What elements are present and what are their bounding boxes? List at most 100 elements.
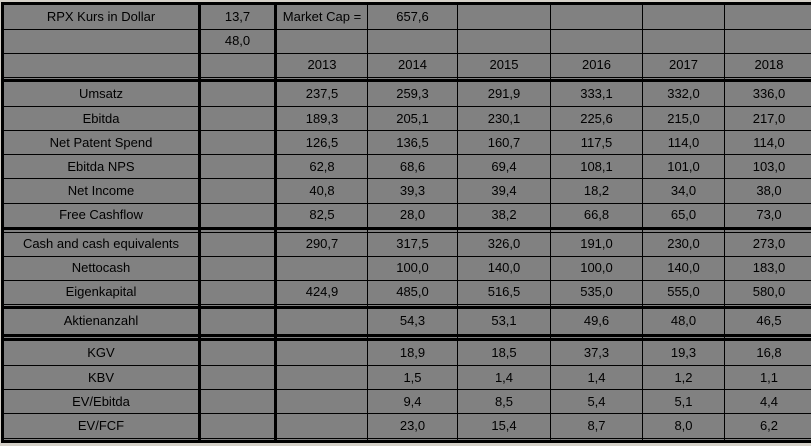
empty-cell[interactable]	[642, 3, 725, 30]
cell-kgv-2018[interactable]: 16,8	[724, 339, 811, 367]
empty-cell[interactable]	[199, 255, 277, 281]
cell-kbv-2016[interactable]: 1,4	[550, 365, 643, 391]
cell-nettocash-2017[interactable]: 140,0	[642, 255, 725, 281]
cell-kgv-2017[interactable]: 19,3	[642, 339, 725, 367]
empty-cell[interactable]	[275, 437, 368, 443]
year-header-2017[interactable]: 2017	[642, 52, 725, 79]
empty-cell[interactable]	[367, 437, 458, 443]
empty-cell[interactable]	[724, 303, 811, 310]
cell-eigenkapital-2017[interactable]: 555,0	[642, 279, 725, 305]
cell-aktienanzahl-2016[interactable]: 49,6	[550, 307, 643, 337]
empty-cell[interactable]	[199, 389, 277, 415]
empty-cell[interactable]	[199, 80, 277, 107]
market-cap-value-cell[interactable]: 657,6	[367, 3, 458, 30]
cell-umsatz-2013[interactable]: 237,5	[275, 80, 368, 107]
cell-cash-and-cash-equivalents-2017[interactable]: 230,0	[642, 231, 725, 257]
cell-ebitda-nps-2014[interactable]: 68,6	[367, 154, 458, 180]
row-label-kgv[interactable]: KGV	[2, 339, 201, 367]
rpx-alt-value-cell[interactable]: 48,0	[199, 28, 277, 54]
empty-cell[interactable]	[199, 279, 277, 305]
empty-cell[interactable]	[275, 365, 368, 391]
cell-ev-fcf-2015[interactable]: 15,4	[457, 413, 551, 439]
empty-cell[interactable]	[724, 437, 811, 443]
cell-ebitda-nps-2013[interactable]: 62,8	[275, 154, 368, 180]
cell-ev-fcf-2018[interactable]: 6,2	[724, 413, 811, 439]
empty-cell[interactable]	[724, 228, 811, 233]
cell-free-cashflow-2016[interactable]: 66,8	[550, 202, 643, 231]
empty-cell[interactable]	[199, 307, 277, 337]
empty-cell[interactable]	[457, 28, 551, 54]
cell-cash-and-cash-equivalents-2016[interactable]: 191,0	[550, 231, 643, 257]
cell-ev-ebitda-2015[interactable]: 8,5	[457, 389, 551, 415]
empty-cell[interactable]	[199, 154, 277, 180]
cell-net-patent-spend-2017[interactable]: 114,0	[642, 130, 725, 156]
year-header-2018[interactable]: 2018	[724, 52, 811, 79]
empty-cell[interactable]	[199, 52, 277, 79]
cell-cash-and-cash-equivalents-2014[interactable]: 317,5	[367, 231, 458, 257]
cell-aktienanzahl-2015[interactable]: 53,1	[457, 307, 551, 337]
cell-kbv-2015[interactable]: 1,4	[457, 365, 551, 391]
cell-net-income-2016[interactable]: 18,2	[550, 178, 643, 204]
cell-nettocash-2014[interactable]: 100,0	[367, 255, 458, 281]
row-label-net-income[interactable]: Net Income	[2, 178, 201, 204]
cell-umsatz-2016[interactable]: 333,1	[550, 80, 643, 107]
cell-eigenkapital-2013[interactable]: 424,9	[275, 279, 368, 305]
row-label-ev-ebitda[interactable]: EV/Ebitda	[2, 389, 201, 415]
cell-kbv-2014[interactable]: 1,5	[367, 365, 458, 391]
cell-net-income-2015[interactable]: 39,4	[457, 178, 551, 204]
empty-cell[interactable]	[457, 437, 551, 443]
row-label-kbv[interactable]: KBV	[2, 365, 201, 391]
empty-cell[interactable]	[2, 76, 201, 83]
cell-ebitda-nps-2016[interactable]: 108,1	[550, 154, 643, 180]
empty-cell[interactable]	[724, 28, 811, 54]
cell-ev-ebitda-2014[interactable]: 9,4	[367, 389, 458, 415]
rpx-kurs-label[interactable]: RPX Kurs in Dollar	[2, 3, 201, 30]
empty-cell[interactable]	[550, 28, 643, 54]
cell-kbv-2018[interactable]: 1,1	[724, 365, 811, 391]
row-label-ev-fcf[interactable]: EV/FCF	[2, 413, 201, 439]
empty-cell[interactable]	[457, 3, 551, 30]
cell-cash-and-cash-equivalents-2013[interactable]: 290,7	[275, 231, 368, 257]
row-label-ebitda-nps[interactable]: Ebitda NPS	[2, 154, 201, 180]
empty-cell[interactable]	[275, 255, 368, 281]
cell-net-patent-spend-2013[interactable]: 126,5	[275, 130, 368, 156]
empty-cell[interactable]	[199, 231, 277, 257]
empty-cell[interactable]	[199, 178, 277, 204]
empty-cell[interactable]	[724, 76, 811, 83]
row-label-aktienanzahl[interactable]: Aktienanzahl	[2, 307, 201, 337]
cell-eigenkapital-2018[interactable]: 580,0	[724, 279, 811, 305]
cell-cash-and-cash-equivalents-2018[interactable]: 273,0	[724, 231, 811, 257]
empty-cell[interactable]	[2, 52, 201, 79]
empty-cell[interactable]	[2, 334, 201, 342]
cell-ev-ebitda-2017[interactable]: 5,1	[642, 389, 725, 415]
empty-cell[interactable]	[550, 437, 643, 443]
row-label-nettocash[interactable]: Nettocash	[2, 255, 201, 281]
cell-ebitda-2017[interactable]: 215,0	[642, 105, 725, 132]
row-label-free-cashflow[interactable]: Free Cashflow	[2, 202, 201, 231]
cell-ev-fcf-2014[interactable]: 23,0	[367, 413, 458, 439]
cell-aktienanzahl-2014[interactable]: 54,3	[367, 307, 458, 337]
empty-cell[interactable]	[2, 28, 201, 54]
cell-ebitda-2014[interactable]: 205,1	[367, 105, 458, 132]
cell-kgv-2016[interactable]: 37,3	[550, 339, 643, 367]
cell-ev-ebitda-2016[interactable]: 5,4	[550, 389, 643, 415]
empty-cell[interactable]	[199, 105, 277, 132]
empty-cell[interactable]	[724, 3, 811, 30]
year-header-2013[interactable]: 2013	[275, 52, 368, 79]
row-label-umsatz[interactable]: Umsatz	[2, 80, 201, 107]
empty-cell[interactable]	[275, 339, 368, 367]
cell-nettocash-2016[interactable]: 100,0	[550, 255, 643, 281]
cell-ebitda-nps-2018[interactable]: 103,0	[724, 154, 811, 180]
cell-free-cashflow-2018[interactable]: 73,0	[724, 202, 811, 231]
year-header-2015[interactable]: 2015	[457, 52, 551, 79]
cell-ev-ebitda-2018[interactable]: 4,4	[724, 389, 811, 415]
cell-eigenkapital-2016[interactable]: 535,0	[550, 279, 643, 305]
empty-cell[interactable]	[642, 437, 725, 443]
cell-free-cashflow-2013[interactable]: 82,5	[275, 202, 368, 231]
empty-cell[interactable]	[199, 365, 277, 391]
cell-ev-fcf-2017[interactable]: 8,0	[642, 413, 725, 439]
empty-cell[interactable]	[199, 303, 277, 310]
empty-cell[interactable]	[199, 334, 277, 342]
empty-cell[interactable]	[642, 28, 725, 54]
cell-net-patent-spend-2014[interactable]: 136,5	[367, 130, 458, 156]
